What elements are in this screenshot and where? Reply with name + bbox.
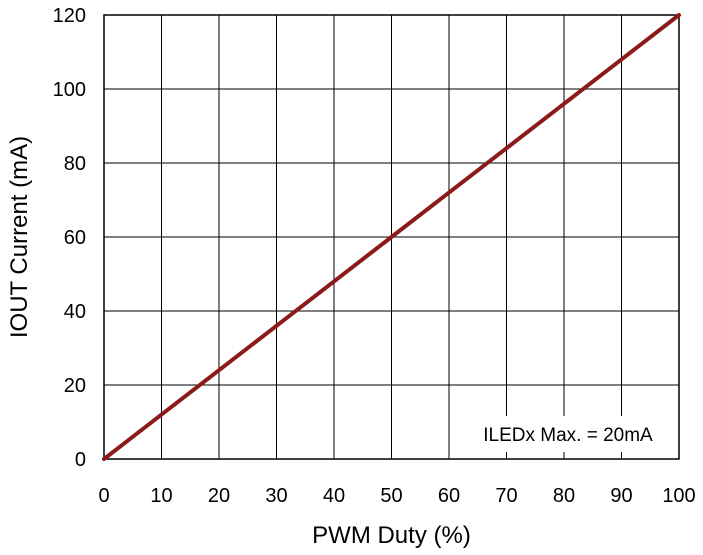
x-tick-label: 0 — [98, 485, 109, 507]
data-point — [677, 13, 681, 17]
series-group — [102, 13, 681, 461]
y-tick-label: 80 — [64, 153, 86, 175]
data-point — [389, 235, 394, 239]
y-tick-label: 20 — [64, 375, 86, 397]
y-axis-label: IOUT Current (mA) — [6, 136, 33, 338]
x-tick-label: 50 — [380, 485, 402, 507]
plot-frame — [103, 14, 680, 460]
x-tick-label: 60 — [438, 485, 460, 507]
data-point — [447, 191, 451, 195]
y-tick-label: 0 — [75, 449, 86, 471]
data-point — [274, 324, 279, 328]
annotation-text: ILEDx Max. = 20mA — [483, 425, 653, 446]
x-tick-label: 70 — [495, 485, 517, 507]
x-tick-label: 80 — [553, 485, 575, 507]
data-point — [562, 102, 566, 106]
x-tick-label: 40 — [323, 485, 345, 507]
y-tick-label: 60 — [64, 227, 86, 249]
y-axis-ticks: 0 20 40 60 80 100 120 — [53, 5, 86, 471]
y-tick-label: 120 — [53, 5, 86, 27]
y-tick-label: 100 — [53, 79, 86, 101]
data-point — [217, 368, 221, 372]
data-point — [102, 457, 106, 461]
x-tick-label: 90 — [610, 485, 632, 507]
x-axis-label: PWM Duty (%) — [312, 522, 471, 549]
data-point — [619, 57, 624, 62]
data-point — [159, 413, 164, 417]
y-tick-label: 40 — [64, 301, 86, 323]
x-axis-ticks: 0 10 20 30 40 50 60 70 80 90 100 — [98, 485, 695, 507]
x-tick-label: 10 — [150, 485, 172, 507]
data-point — [332, 279, 336, 283]
x-tick-label: 100 — [662, 485, 695, 507]
x-tick-label: 30 — [265, 485, 287, 507]
data-point — [504, 146, 509, 150]
x-tick-label: 20 — [208, 485, 230, 507]
annotation-box — [466, 416, 672, 452]
